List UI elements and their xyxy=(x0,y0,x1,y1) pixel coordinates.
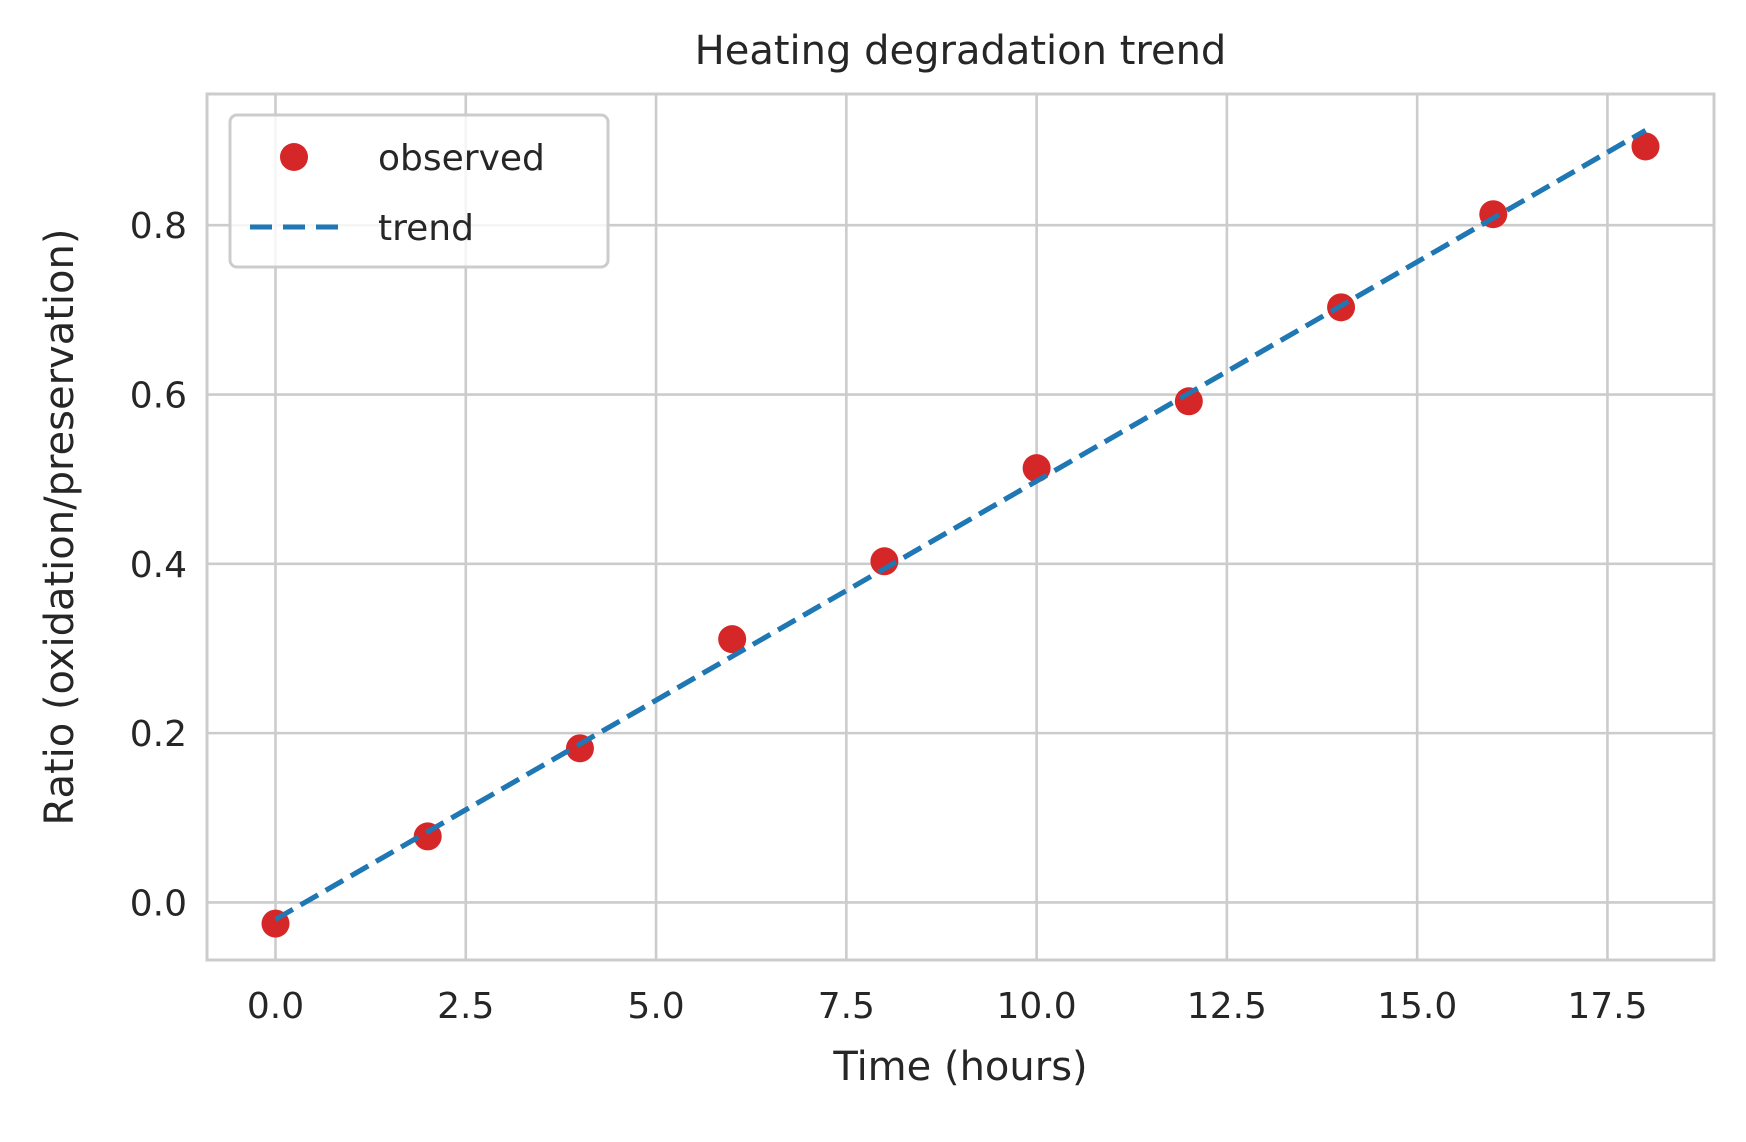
observed-point xyxy=(1174,387,1203,416)
y-tick-label: 0.6 xyxy=(130,376,187,417)
legend-label: trend xyxy=(378,208,474,249)
tick-labels: 0.0 2.5 5.0 7.5 10.0 12.5 15.0 17.5 0.0 0.2 0.4 0.6… xyxy=(130,206,1648,1027)
x-tick-label: 5.0 xyxy=(627,986,684,1027)
x-tick-label: 10.0 xyxy=(997,986,1077,1027)
x-tick-label: 2.5 xyxy=(437,986,494,1027)
y-tick-label: 0.8 xyxy=(130,206,187,247)
x-tick-label: 7.5 xyxy=(818,986,875,1027)
observed-point xyxy=(1631,132,1660,161)
series-layer xyxy=(261,128,1660,938)
trend-line-overlay xyxy=(274,128,1647,922)
legend: observed trend xyxy=(228,113,610,269)
x-tick-label: 17.5 xyxy=(1567,986,1647,1027)
y-tick-label: 0.2 xyxy=(130,714,187,755)
y-axis-label: Ratio (oxidation/preservation) xyxy=(37,229,83,826)
grid xyxy=(207,94,1714,960)
x-tick-label: 15.0 xyxy=(1377,986,1457,1027)
x-tick-label: 12.5 xyxy=(1187,986,1267,1027)
y-tick-label: 0.4 xyxy=(130,545,187,586)
legend-marker-observed xyxy=(280,143,308,171)
observed-point xyxy=(718,625,747,654)
observed-point xyxy=(870,547,899,576)
legend-label: observed xyxy=(378,138,545,179)
x-axis-label: Time (hours) xyxy=(832,1044,1087,1090)
y-tick-label: 0.0 xyxy=(130,883,187,924)
x-tick-label: 0.0 xyxy=(247,986,304,1027)
plot-frame xyxy=(205,92,1716,962)
chart-title: Heating degradation trend xyxy=(695,28,1227,74)
